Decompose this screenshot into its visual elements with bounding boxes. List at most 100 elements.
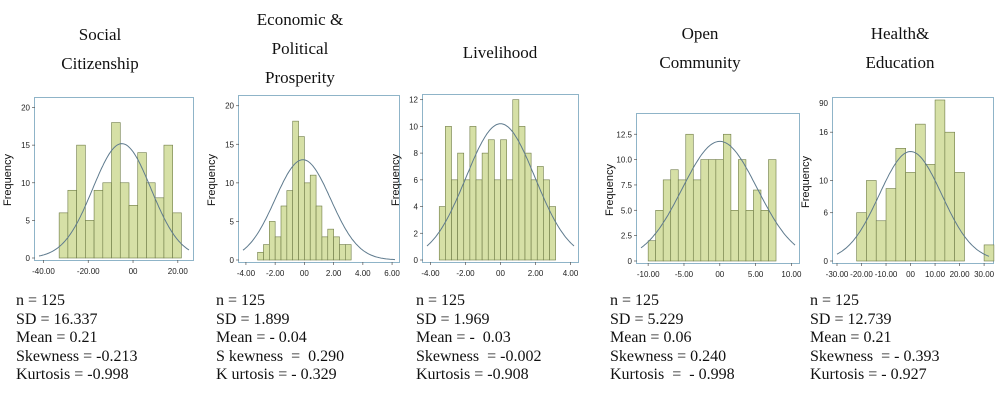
y-tick-label: 0 [628, 257, 633, 266]
histogram-bar [119, 182, 130, 259]
histogram-bar [315, 205, 323, 261]
histogram-bar [549, 206, 556, 261]
x-tick-label: -2.00 [266, 269, 285, 278]
normal-curve [836, 150, 990, 257]
y-axis-label: Frequency [206, 154, 218, 206]
stat-label: Skewness = [16, 347, 97, 365]
histogram-bar [895, 147, 906, 262]
y-tick-label: 15 [21, 141, 30, 150]
descriptive-stats: n = 125 SD = 1.899 Mean = - 0.04 S kewness … [216, 292, 344, 385]
stat-label: SD = [416, 310, 454, 328]
stat-mean: Mean = 0.06 [610, 329, 735, 348]
histogram-bar [934, 99, 946, 262]
histogram-panel: Livelihood -4.00 -2.00 00 2.00 4.00 0 2 4 6 8 10 12 F… [390, 0, 600, 405]
histogram-bar [730, 210, 739, 262]
histogram-bar [339, 244, 346, 261]
stat-n: n = 125 [216, 292, 344, 311]
stat-value: 0.21 [69, 329, 98, 346]
chart-title-line: Community [659, 53, 741, 72]
y-tick-label: 20 [21, 104, 30, 113]
stat-label: Mean = [810, 329, 864, 346]
stat-value: 0.290 [308, 347, 345, 365]
y-tick-label: 15 [225, 140, 234, 149]
histogram-bar [172, 212, 182, 259]
stat-value: - 0.393 [894, 347, 940, 365]
histogram-bar [708, 159, 717, 262]
chart-title-line: Livelihood [462, 43, 538, 62]
histogram-panel: Open Community -10.00 -5.00 00 5.00 10.00 0 2.5 5… [600, 0, 802, 405]
histogram-bar [905, 172, 916, 262]
y-tick-label: 20 [225, 102, 234, 111]
histogram-bar [345, 244, 352, 261]
histogram-bar [76, 144, 86, 259]
histogram-bar [327, 228, 334, 261]
histogram-bar [286, 190, 293, 261]
x-tick-label: 00 [906, 270, 915, 279]
histogram-bar [677, 179, 687, 262]
stat-value: 1.899 [253, 310, 290, 328]
histogram-bar [954, 172, 965, 262]
histogram-bar [333, 236, 340, 261]
histogram-bar [512, 99, 520, 261]
stat-value: 12.739 [847, 310, 892, 328]
stat-sd: SD = 12.739 [810, 311, 939, 330]
stat-label: n = [416, 292, 442, 309]
histogram-bar [93, 189, 104, 259]
stat-label: Skewness = [610, 347, 691, 365]
stat-label: Skewness = [416, 347, 501, 365]
histogram-panel: Social Citizenship -40.00 -20.00 00 20.00 0 5 10… [0, 0, 200, 405]
histogram-bar [856, 212, 867, 262]
histogram-bar [506, 179, 514, 261]
histogram-bar [438, 206, 446, 261]
stat-value: - 0.927 [881, 366, 927, 383]
x-tick-label: -40.00 [32, 267, 55, 276]
plot-frame: -40.00 -20.00 00 20.00 0 5 10 15 20 [21, 97, 194, 276]
chart-title-line: Health& [870, 24, 930, 43]
x-tick-label: 00 [715, 270, 724, 279]
chart-title-line: Economic & [256, 10, 344, 29]
stat-kurtosis: Kurtosis = - 0.927 [810, 366, 939, 385]
histogram-bar [263, 244, 270, 261]
histogram-bar [915, 123, 926, 262]
histogram-bar [944, 131, 955, 262]
histogram-bar [451, 179, 458, 261]
y-tick-label: 12 [409, 96, 418, 105]
histogram-bar [692, 179, 702, 262]
histogram-bar [753, 189, 762, 262]
y-tick-label: 16 [819, 128, 828, 137]
x-tick-label: 20.00 [950, 270, 971, 279]
stat-label: n = [16, 292, 42, 309]
stat-skewness: S kewness = 0.290 [216, 348, 344, 367]
histogram-svg: -4.00 -2.00 00 2.00 4.00 0 2 4 6 8 10 12 [409, 96, 579, 278]
histogram-bar [58, 212, 69, 259]
histogram-bar [700, 159, 709, 262]
y-tick-label: 8 [414, 149, 419, 158]
y-tick-label: 5 [26, 216, 31, 225]
histogram-bar [745, 210, 754, 262]
histogram-bar [924, 164, 936, 262]
stat-label: K urtosis = [216, 366, 292, 383]
y-tick-label: 0 [230, 256, 235, 265]
x-tick-label: 20.00 [168, 267, 189, 276]
x-tick-label: -4.00 [237, 269, 256, 278]
stat-n: n = 125 [610, 292, 735, 311]
x-tick-label: 00 [300, 269, 309, 278]
histogram-bar [885, 188, 897, 262]
stat-label: n = [810, 292, 836, 309]
x-tick-label: 6.00 [384, 269, 400, 278]
stat-label: Kurtosis = [16, 366, 88, 383]
histogram-bar [469, 126, 477, 261]
stat-label: SD = [16, 310, 54, 328]
histogram-bar [280, 205, 288, 261]
stat-value: - 0.329 [291, 366, 337, 383]
stat-sd: SD = 5.229 [610, 311, 735, 330]
histogram-bar [983, 244, 995, 262]
histogram-bar [102, 182, 112, 259]
stat-value: 1.969 [453, 310, 490, 328]
x-tick-label: -10.00 [637, 270, 660, 279]
stat-label: Mean = [216, 329, 270, 346]
histogram-svg: -40.00 -20.00 00 20.00 0 5 10 15 20 [21, 104, 190, 276]
stat-kurtosis: K urtosis = - 0.329 [216, 366, 344, 385]
histogram-bar [647, 240, 656, 262]
stat-label: SD = [610, 310, 648, 328]
